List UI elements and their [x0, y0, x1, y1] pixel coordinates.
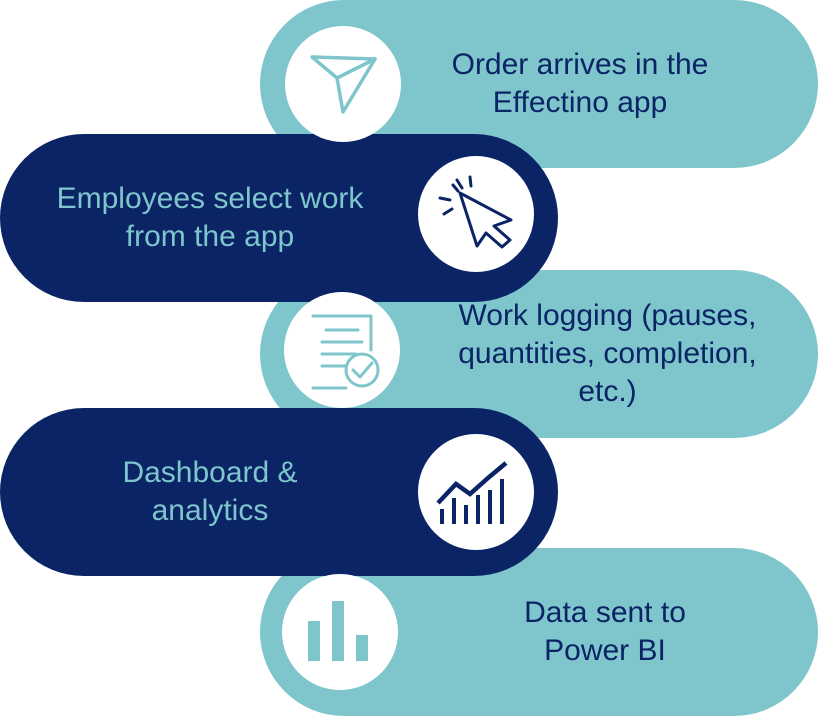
step-pill-data-sent: [260, 548, 818, 716]
step-text-dashboard: Dashboard & analytics: [122, 456, 298, 527]
cursor-click-icon: [438, 175, 513, 249]
step-text-work-logging: Work logging (pauses, quantities, comple…: [458, 299, 757, 408]
step-pill-employees-select: [0, 134, 558, 302]
step-text-order-arrives: Order arrives in the Effectino app: [451, 48, 709, 119]
checked-document-icon: [311, 314, 380, 390]
step-text-employees-select: Employees select work from the app: [56, 182, 364, 253]
step-pill-order-arrives: [260, 0, 818, 168]
step-text-data-sent: Data sent to Power BI: [524, 596, 686, 667]
bar-chart-icon: [308, 601, 368, 661]
icon-circle-trend: [418, 434, 534, 550]
icon-circle-cursor: [418, 156, 534, 272]
trend-chart-icon: [436, 461, 508, 524]
icon-circle-send: [285, 26, 401, 142]
icon-circle-document: [284, 292, 400, 408]
send-icon: [310, 55, 377, 114]
step-pill-dashboard: [0, 408, 558, 576]
step-pill-work-logging: [260, 270, 818, 438]
